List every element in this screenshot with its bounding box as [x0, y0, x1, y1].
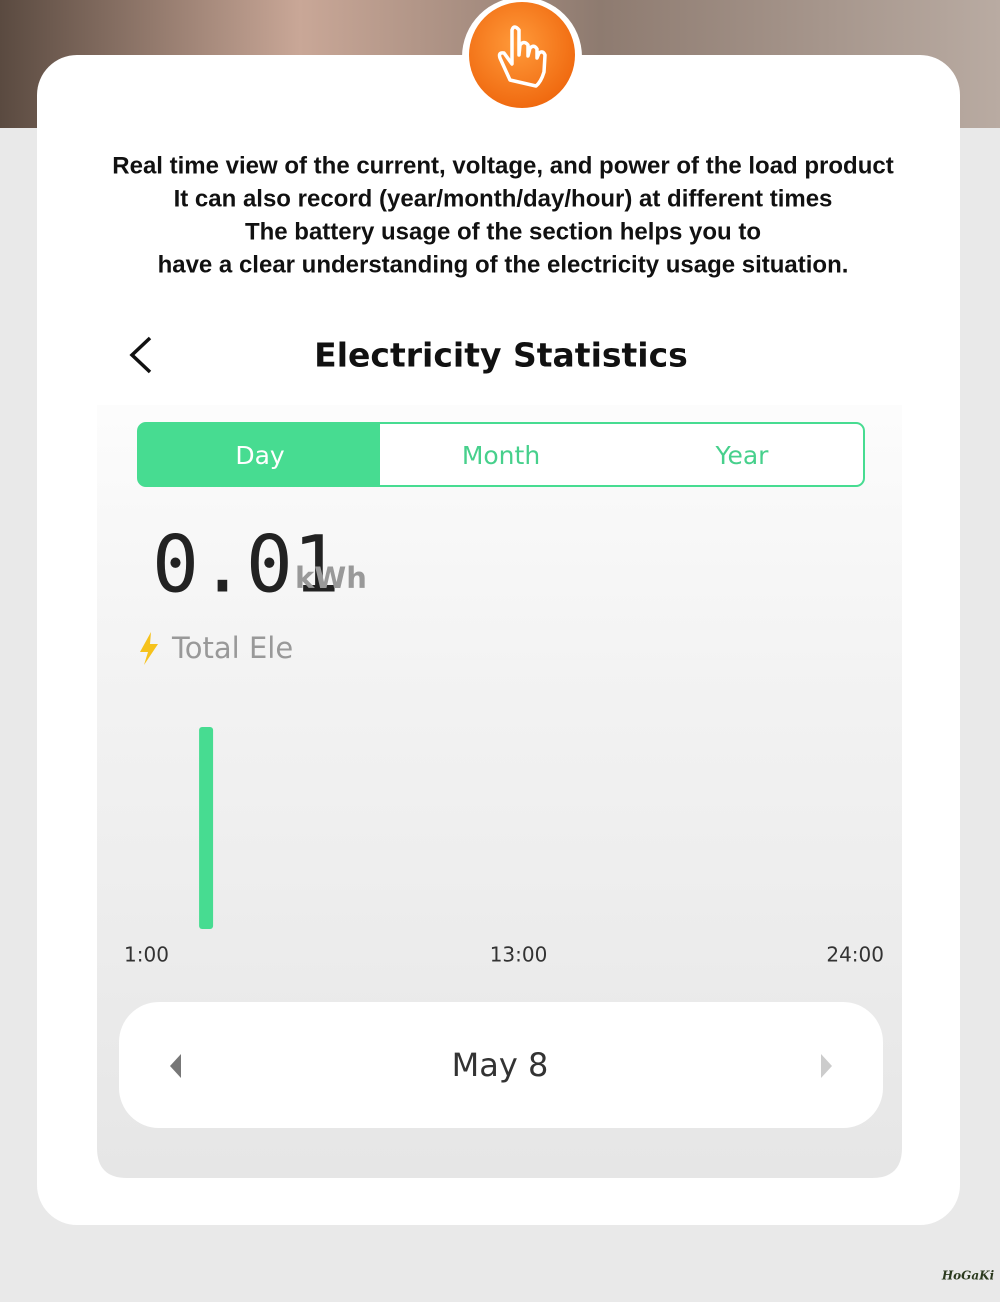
- tab-selected: [138, 423, 380, 486]
- bolt-icon: [140, 632, 158, 665]
- date-label: May 8: [452, 1046, 549, 1084]
- tab[interactable]: Day: [235, 441, 285, 470]
- total-unit: kWh: [295, 561, 367, 595]
- x-tick-label: 1:00: [124, 943, 169, 967]
- hand-icon: [497, 25, 547, 88]
- app-header: [97, 325, 902, 405]
- x-tick-label: 13:00: [490, 943, 548, 967]
- brand-logo: HoGaKi: [941, 1269, 995, 1283]
- caption-line: The battery usage of the section helps y…: [245, 218, 761, 245]
- bar: [199, 727, 214, 929]
- phone-screen: [97, 325, 902, 1178]
- caption-line: have a clear understanding of the electr…: [158, 251, 849, 278]
- date-card: [119, 1002, 883, 1128]
- prev-date[interactable]: [170, 1054, 181, 1078]
- tab[interactable]: Year: [715, 441, 770, 470]
- x-tick-label: 24:00: [826, 943, 884, 967]
- touch-icon: [469, 2, 575, 108]
- back-button[interactable]: [129, 336, 152, 374]
- total-value: 0.01: [152, 520, 340, 610]
- tab[interactable]: Month: [462, 441, 540, 470]
- app-title: Electricity Statistics: [314, 336, 688, 375]
- next-date[interactable]: [821, 1054, 832, 1078]
- caption-line: It can also record (year/month/day/hour)…: [174, 185, 833, 212]
- caption-line: Real time view of the current, voltage, …: [112, 152, 893, 179]
- total-label: Total Ele: [171, 631, 293, 665]
